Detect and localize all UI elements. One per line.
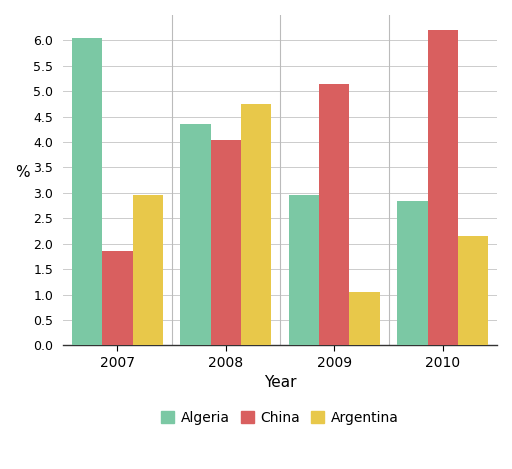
- Bar: [133, 196, 163, 345]
- Bar: [180, 124, 210, 345]
- Bar: [458, 236, 488, 345]
- Legend: Algeria, China, Argentina: Algeria, China, Argentina: [156, 405, 404, 431]
- Bar: [241, 104, 271, 345]
- Bar: [428, 30, 458, 345]
- Bar: [397, 201, 428, 345]
- Bar: [72, 38, 102, 345]
- X-axis label: Year: Year: [264, 375, 296, 390]
- Y-axis label: %: %: [15, 165, 30, 180]
- Bar: [350, 292, 380, 345]
- Bar: [289, 196, 319, 345]
- Bar: [319, 83, 350, 345]
- Bar: [210, 140, 241, 345]
- Bar: [102, 251, 133, 345]
